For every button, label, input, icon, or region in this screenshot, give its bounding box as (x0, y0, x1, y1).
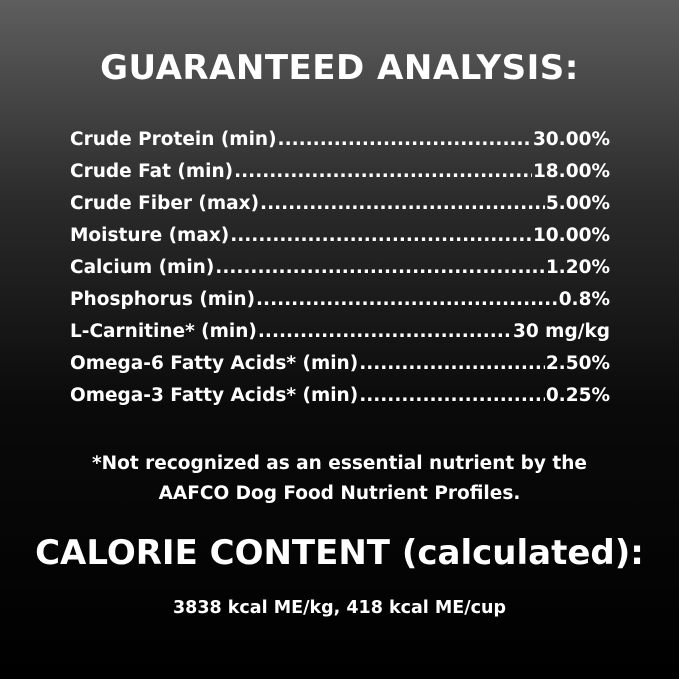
dot-leader (260, 193, 545, 214)
analysis-row: Omega-6 Fatty Acids* (min) 2.50% (70, 353, 610, 385)
dot-leader (359, 353, 545, 374)
footnote-line: *Not recognized as an essential nutrient… (92, 453, 587, 474)
dot-leader (359, 385, 545, 406)
row-value: 5.00% (545, 193, 610, 214)
footnote: *Not recognized as an essential nutrient… (0, 449, 679, 509)
row-label: Omega-3 Fatty Acids* (min) (70, 385, 359, 406)
row-value: 1.20% (545, 257, 610, 278)
analysis-row: Calcium (min) 1.20% (70, 257, 610, 289)
row-label: Crude Protein (min) (70, 129, 277, 150)
row-label: L-Carnitine* (min) (70, 321, 257, 342)
dot-leader (234, 161, 532, 182)
dot-leader (215, 257, 545, 278)
row-value: 0.25% (545, 385, 610, 406)
row-value: 10.00% (532, 225, 610, 246)
analysis-row: Crude Protein (min) 30.00% (70, 129, 610, 161)
analysis-row: Crude Fiber (max) 5.00% (70, 193, 610, 225)
footnote-line: AAFCO Dog Food Nutrient Profiles. (158, 483, 521, 504)
analysis-row: Crude Fat (min) 18.00% (70, 161, 610, 193)
row-label: Omega-6 Fatty Acids* (min) (70, 353, 359, 374)
row-value: 0.8% (558, 289, 610, 310)
row-label: Moisture (max) (70, 225, 230, 246)
row-value: 2.50% (545, 353, 610, 374)
analysis-row: Omega-3 Fatty Acids* (min) 0.25% (70, 385, 610, 417)
analysis-row: L-Carnitine* (min) 30 mg/kg (70, 321, 610, 353)
row-value: 30.00% (532, 129, 610, 150)
dot-leader (258, 321, 512, 342)
guaranteed-analysis-title: GUARANTEED ANALYSIS: (100, 48, 579, 88)
row-label: Crude Fat (min) (70, 161, 234, 182)
row-label: Calcium (min) (70, 257, 215, 278)
row-label: Crude Fiber (max) (70, 193, 260, 214)
dot-leader (230, 225, 532, 246)
analysis-row: Moisture (max) 10.00% (70, 225, 610, 257)
analysis-table: Crude Protein (min) 30.00% Crude Fat (min… (70, 129, 610, 417)
row-label: Phosphorus (min) (70, 289, 256, 310)
calorie-value: 3838 kcal ME/kg, 418 kcal ME/cup (172, 598, 507, 618)
analysis-row: Phosphorus (min) 0.8% (70, 289, 610, 321)
row-value: 18.00% (532, 161, 610, 182)
dot-leader (256, 289, 558, 310)
dot-leader (278, 129, 532, 150)
row-value: 30 mg/kg (512, 321, 610, 342)
calorie-heading: CALORIE CONTENT (calculated): (35, 533, 644, 573)
